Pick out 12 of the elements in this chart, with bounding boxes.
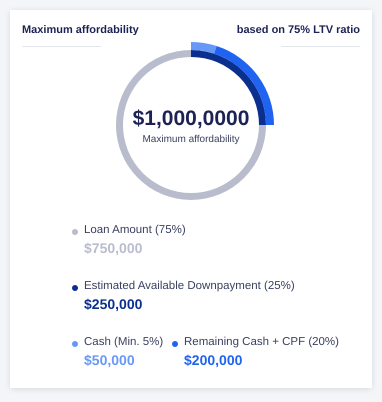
text: $750,000 xyxy=(84,240,142,256)
legend-label: Cash (Min. 5%) xyxy=(84,336,164,348)
legend-label: Estimated Available Downpayment (25%) xyxy=(84,280,295,292)
legend-label: Loan Amount (75%) xyxy=(84,224,186,236)
chart-title: Maximum affordability xyxy=(22,24,139,38)
text: $200,000 xyxy=(184,352,242,368)
text: Maximum affordability xyxy=(142,134,240,145)
text: $1,000,0000 xyxy=(132,107,250,130)
text: $250,000 xyxy=(84,296,142,312)
legend-label: Remaining Cash + CPF (20%) xyxy=(184,336,339,348)
text: $50,000 xyxy=(84,352,135,368)
chart-subtitle: based on 75% LTV ratio xyxy=(236,24,360,38)
